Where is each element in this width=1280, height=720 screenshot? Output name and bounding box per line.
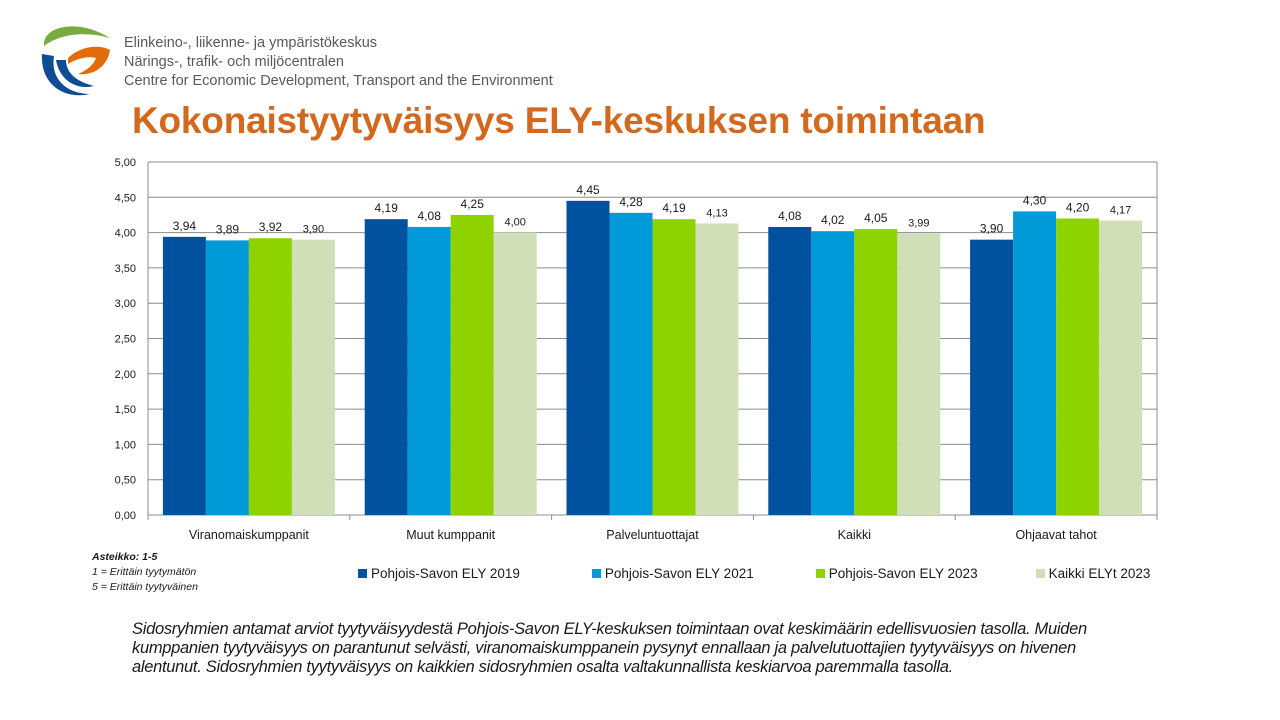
legend-label: Pohjois-Savon ELY 2021 bbox=[604, 566, 754, 581]
y-tick-label: 2,50 bbox=[115, 334, 136, 346]
scale-line-1: 1 = Erittäin tyytymätön bbox=[92, 566, 197, 578]
bar bbox=[364, 219, 408, 515]
legend-swatch bbox=[1035, 569, 1045, 578]
data-label: 4,20 bbox=[1066, 200, 1090, 214]
bar bbox=[854, 229, 898, 515]
bar bbox=[205, 240, 249, 515]
data-label: 4,13 bbox=[706, 207, 727, 219]
legend-item: Kaikki ELYt 2023 bbox=[1035, 566, 1151, 581]
bar bbox=[566, 200, 610, 515]
bar bbox=[248, 238, 292, 516]
x-tick-label: Ohjaavat tahot bbox=[1015, 528, 1097, 542]
data-label: 3,90 bbox=[980, 222, 1004, 236]
legend-swatch bbox=[358, 569, 367, 578]
y-tick-label: 1,00 bbox=[115, 439, 136, 451]
bar bbox=[1013, 211, 1057, 516]
data-label: 4,00 bbox=[504, 217, 525, 229]
ely-logo-icon bbox=[41, 26, 110, 96]
bar bbox=[450, 214, 494, 515]
y-tick-label: 0,50 bbox=[115, 475, 136, 487]
y-tick-label: 1,50 bbox=[115, 404, 136, 416]
scale-line-5: 5 = Erittäin tyytyväinen bbox=[92, 581, 198, 593]
data-label: 4,08 bbox=[418, 209, 442, 223]
data-label: 4,28 bbox=[619, 195, 643, 209]
data-label: 4,30 bbox=[1023, 193, 1047, 207]
org-name-fi: Elinkeino-, liikenne- ja ympäristökeskus bbox=[124, 35, 378, 51]
legend-swatch bbox=[815, 569, 825, 578]
caption-text: Sidosryhmien antamat arviot tyytyväisyyd… bbox=[132, 620, 1087, 676]
data-label: 4,05 bbox=[864, 211, 888, 225]
bar bbox=[162, 236, 206, 515]
y-tick-label: 5,00 bbox=[115, 157, 136, 169]
data-label: 4,45 bbox=[576, 183, 600, 197]
legend-swatch bbox=[591, 569, 601, 578]
y-tick-label: 3,50 bbox=[115, 263, 136, 275]
bar bbox=[1056, 218, 1100, 516]
x-tick-label: Muut kumppanit bbox=[406, 528, 495, 542]
bar bbox=[695, 223, 739, 515]
bar bbox=[609, 212, 653, 515]
y-tick-label: 3,00 bbox=[115, 298, 136, 310]
bar bbox=[493, 232, 537, 515]
data-label: 4,25 bbox=[461, 197, 485, 211]
org-name-sv: Närings-, trafik- och miljöcentralen bbox=[124, 54, 344, 70]
data-label: 4,08 bbox=[778, 209, 802, 223]
data-label: 4,19 bbox=[375, 201, 399, 215]
data-label: 3,99 bbox=[908, 217, 929, 229]
y-tick-label: 0,00 bbox=[115, 510, 136, 522]
data-label: 4,17 bbox=[1110, 205, 1131, 217]
scale-note: Asteikko: 1-5 1 = Erittäin tyytymätön 5 … bbox=[92, 550, 198, 595]
legend-label: Pohjois-Savon ELY 2019 bbox=[371, 566, 520, 581]
x-tick-label: Palveluntuottajat bbox=[606, 528, 699, 542]
data-label: 3,89 bbox=[216, 222, 240, 236]
x-tick-label: Viranomaiskumppanit bbox=[189, 528, 309, 542]
org-name-en: Centre for Economic Development, Transpo… bbox=[124, 73, 553, 89]
y-tick-label: 4,50 bbox=[115, 192, 136, 204]
legend-label: Kaikki ELYt 2023 bbox=[1048, 566, 1151, 581]
x-tick-label: Kaikki bbox=[838, 528, 871, 542]
bar bbox=[291, 239, 335, 515]
data-label: 4,02 bbox=[821, 213, 845, 227]
bar bbox=[897, 233, 941, 515]
bar bbox=[652, 219, 696, 515]
chart-legend: Pohjois-Savon ELY 2019 Pohjois-Savon ELY … bbox=[358, 566, 1150, 581]
data-label: 3,92 bbox=[259, 220, 283, 234]
y-tick-label: 2,00 bbox=[115, 369, 136, 381]
y-tick-label: 4,00 bbox=[115, 228, 136, 240]
page-title: Kokonaistyytyväisyys ELY-keskuksen toimi… bbox=[132, 100, 986, 141]
bar bbox=[407, 226, 451, 515]
data-label: 3,94 bbox=[173, 219, 197, 233]
legend-item: Pohjois-Savon ELY 2023 bbox=[815, 566, 978, 581]
legend-item: Pohjois-Savon ELY 2021 bbox=[591, 566, 754, 581]
bar bbox=[1099, 220, 1143, 515]
data-label: 3,90 bbox=[303, 224, 324, 236]
legend-item: Pohjois-Savon ELY 2019 bbox=[358, 566, 520, 581]
data-label: 4,19 bbox=[662, 201, 686, 215]
bar bbox=[970, 239, 1014, 515]
scale-title: Asteikko: 1-5 bbox=[92, 551, 158, 563]
bar bbox=[768, 226, 812, 515]
legend-label: Pohjois-Savon ELY 2023 bbox=[828, 566, 978, 581]
bar bbox=[811, 231, 855, 516]
